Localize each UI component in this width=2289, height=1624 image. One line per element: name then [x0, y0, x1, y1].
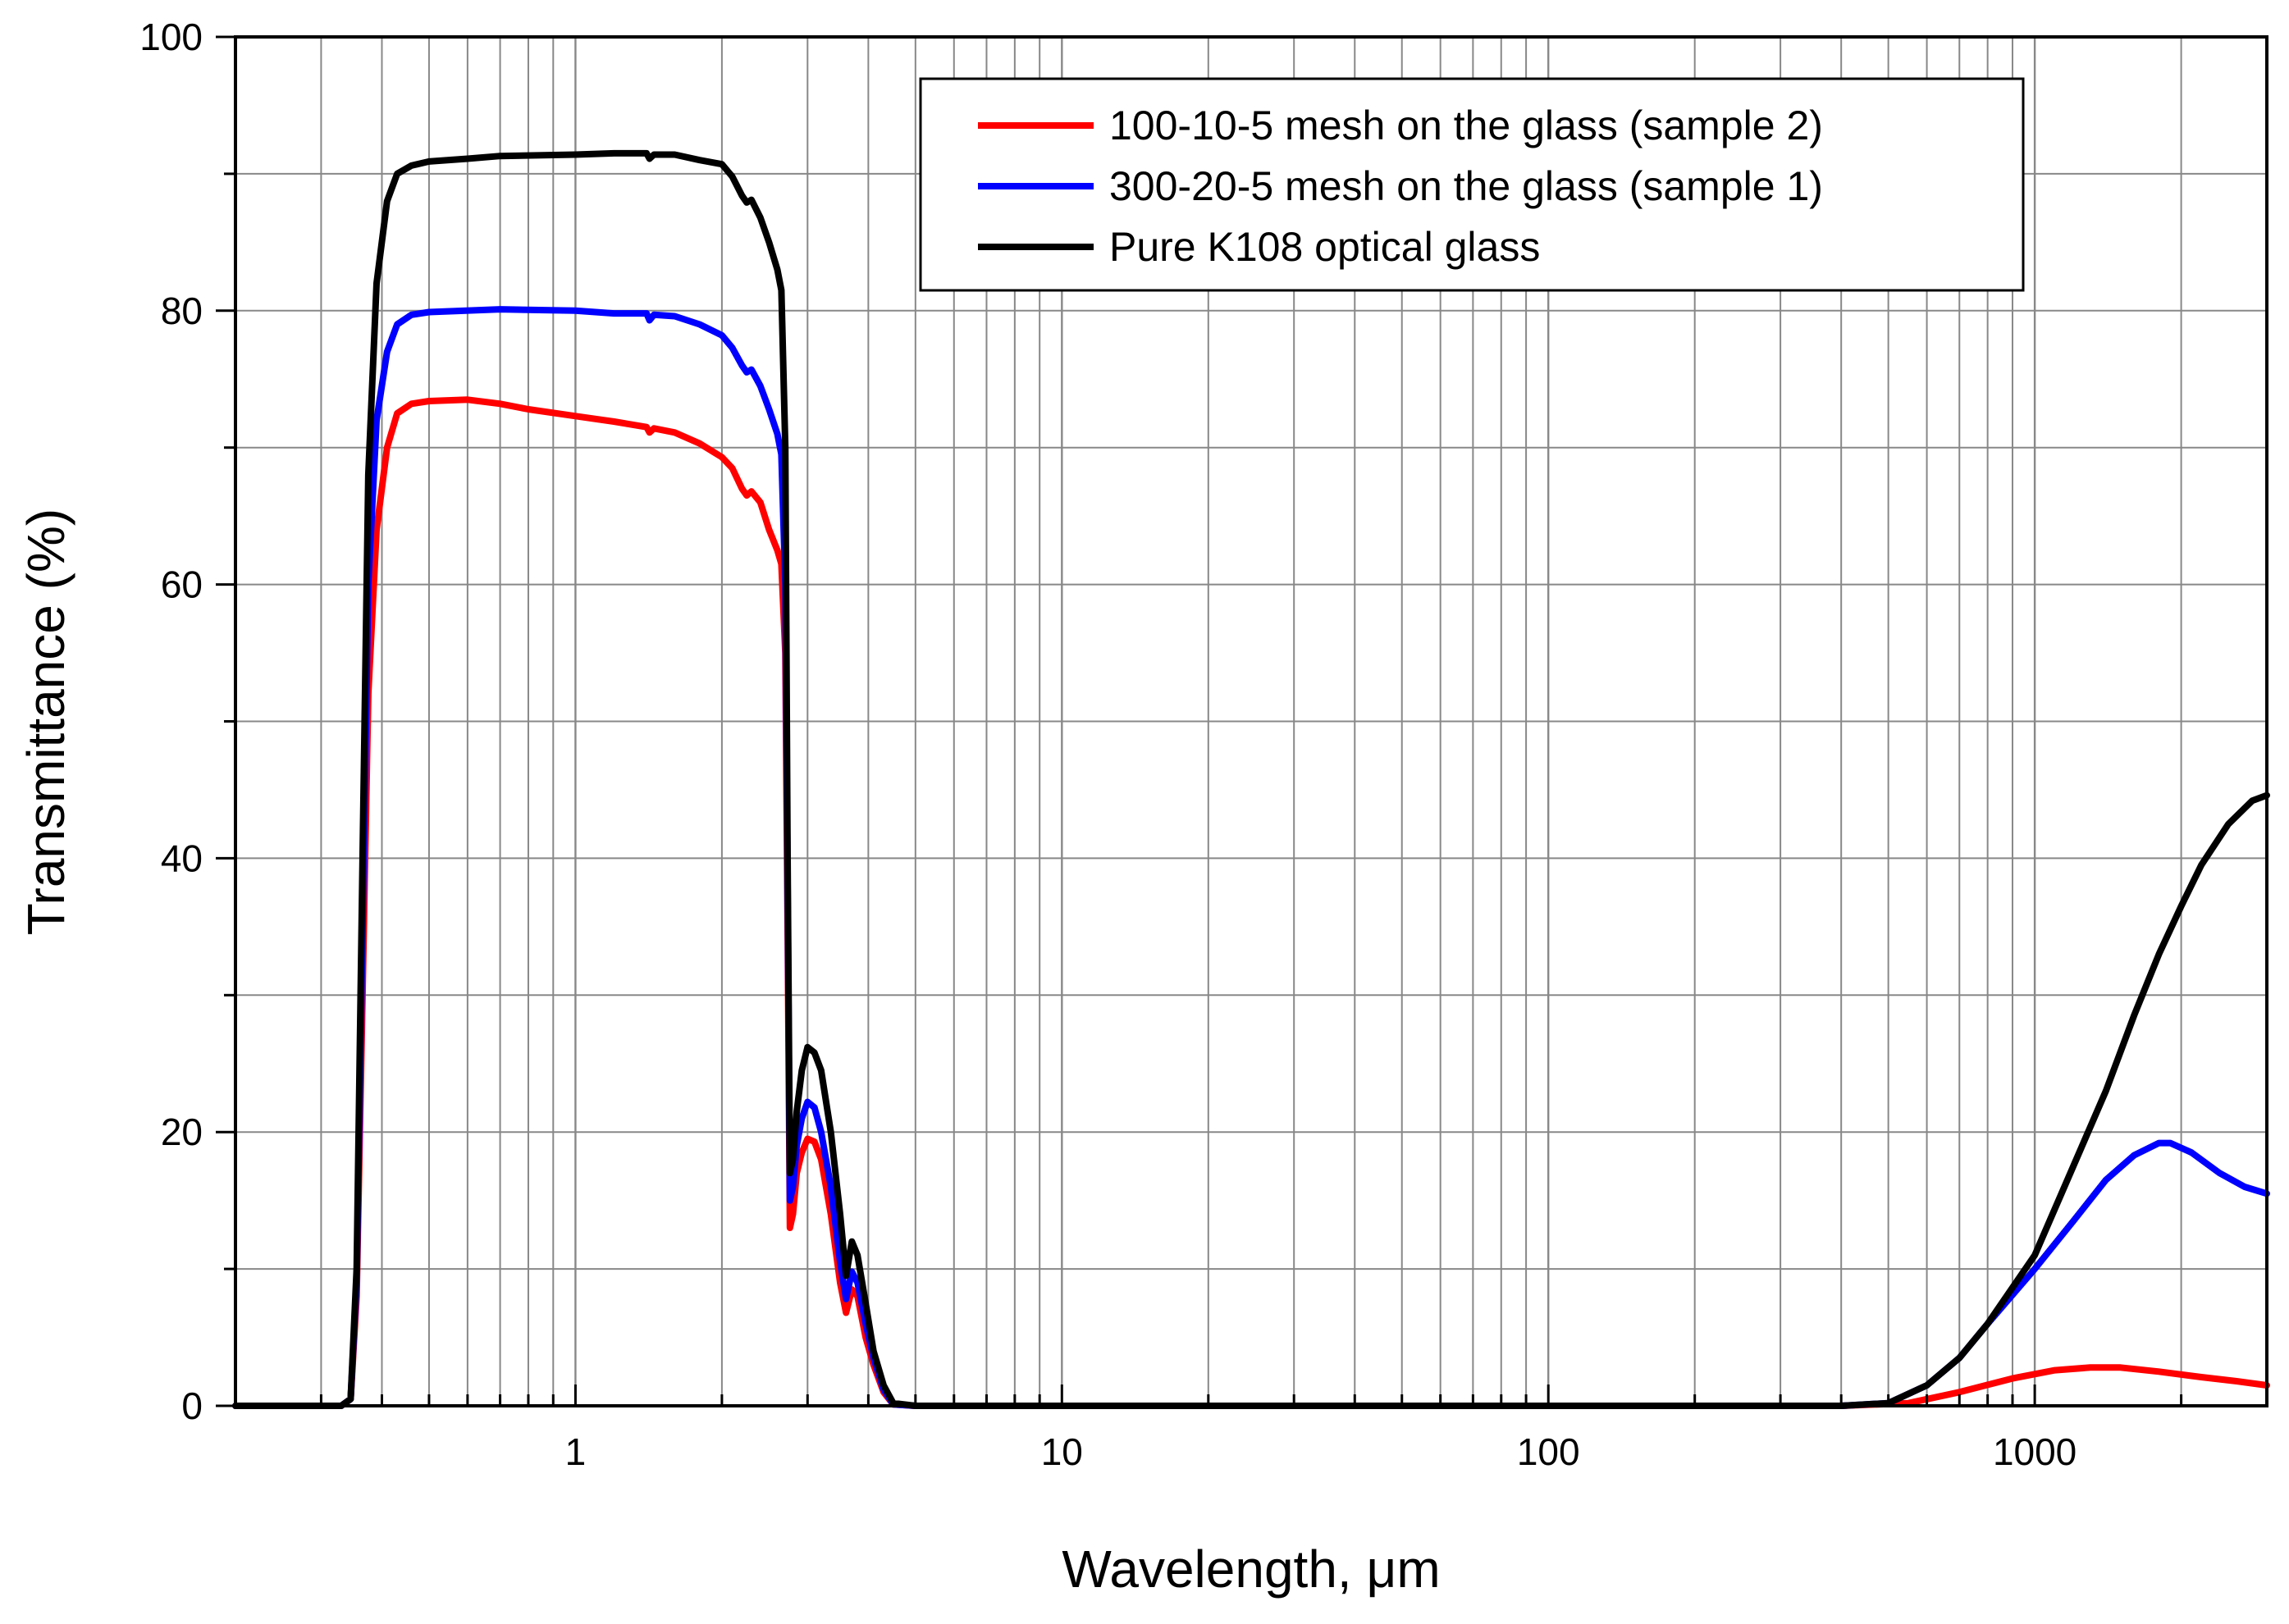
- axis-ticks: [216, 35, 2183, 1407]
- grid: [235, 37, 2267, 1406]
- x-tick-label: 1000: [1993, 1430, 2077, 1473]
- y-tick-label: 40: [161, 837, 203, 879]
- legend-label-sample-2: 100-10-5 mesh on the glass (sample 2): [1109, 103, 1823, 148]
- y-tick-label: 100: [139, 16, 203, 58]
- y-tick-labels: 0 20 40 60 80 100: [139, 16, 203, 1427]
- y-tick-label: 20: [161, 1111, 203, 1153]
- x-tick-label: 100: [1517, 1430, 1580, 1473]
- y-tick-label: 80: [161, 290, 203, 332]
- series-line-2: [232, 149, 2270, 1409]
- legend-label-sample-1: 300-20-5 mesh on the glass (sample 1): [1109, 163, 1823, 209]
- x-tick-labels: 1 10 100 1000: [565, 1430, 2077, 1473]
- legend-box: [919, 77, 2025, 292]
- legend-label-k108: Pure K108 optical glass: [1109, 224, 1540, 270]
- y-tick-label: 0: [181, 1385, 203, 1427]
- legend: 100-10-5 mesh on the glass (sample 2) 30…: [919, 77, 2025, 292]
- y-axis-title: Transmittance (%): [16, 509, 75, 935]
- x-tick-label: 1: [565, 1430, 587, 1473]
- x-axis-title: Wavelength, μm: [1062, 1540, 1440, 1599]
- y-tick-label: 60: [161, 563, 203, 606]
- x-tick-label: 10: [1041, 1430, 1083, 1473]
